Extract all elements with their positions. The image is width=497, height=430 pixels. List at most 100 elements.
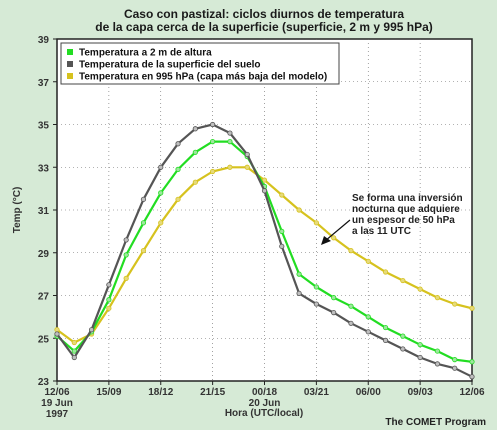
x-tick-label: 09/03 xyxy=(408,387,433,398)
annotation-line: Se forma una inversión xyxy=(352,193,463,204)
y-tick-label: 27 xyxy=(38,292,50,303)
data-point xyxy=(400,277,406,284)
data-point xyxy=(123,237,129,243)
data-point xyxy=(106,282,112,288)
data-point xyxy=(140,196,147,202)
data-point xyxy=(140,220,147,226)
data-point xyxy=(158,190,164,196)
x-tick-label: 18/12 xyxy=(148,387,173,398)
data-point xyxy=(279,228,285,234)
data-point xyxy=(296,290,302,296)
data-point xyxy=(192,126,198,132)
data-point xyxy=(279,243,285,249)
chart-title: Caso con pastizal: ciclos diurnos de tem… xyxy=(95,7,433,34)
y-tick-label: 25 xyxy=(38,334,50,345)
data-point xyxy=(400,346,406,352)
y-tick-label: 31 xyxy=(38,206,50,217)
data-point xyxy=(106,305,112,311)
data-point xyxy=(400,333,406,339)
y-tick-label: 23 xyxy=(38,377,50,388)
data-point xyxy=(469,374,475,380)
legend-entry: Temperatura de la superficie del suelo xyxy=(79,60,261,71)
data-point xyxy=(261,188,268,194)
data-point xyxy=(296,271,302,277)
y-tick-label: 37 xyxy=(38,78,50,89)
data-point xyxy=(417,286,423,292)
annotation-arrowhead xyxy=(321,236,331,245)
data-point xyxy=(434,348,441,354)
annotation-line: nocturna que adquiere xyxy=(352,204,460,215)
data-point xyxy=(313,220,319,226)
data-point xyxy=(382,337,389,343)
data-point xyxy=(71,348,77,354)
data-point xyxy=(469,305,475,311)
data-point xyxy=(175,141,181,147)
data-point xyxy=(210,121,216,128)
chart-title-line: de la capa cerca de la superficie (super… xyxy=(95,20,433,34)
data-point xyxy=(331,295,337,301)
data-point xyxy=(331,235,337,241)
data-point xyxy=(192,149,198,155)
series-group xyxy=(54,121,475,380)
data-point xyxy=(348,320,354,326)
annotation-arrow xyxy=(324,219,351,242)
data-point xyxy=(452,357,458,363)
data-point xyxy=(382,324,389,331)
data-point xyxy=(469,359,475,365)
y-tick-label: 35 xyxy=(38,121,50,132)
data-point xyxy=(210,168,216,175)
data-point xyxy=(365,314,371,320)
data-point xyxy=(313,284,319,290)
data-point xyxy=(244,151,250,158)
data-point xyxy=(54,327,60,333)
series-1 xyxy=(54,139,475,365)
legend-swatch xyxy=(67,61,73,67)
credit-text: The COMET Program xyxy=(385,417,486,428)
y-axis: 23 25 27 29 31 33 35 37 39 xyxy=(38,35,57,388)
data-point xyxy=(54,331,60,337)
annotation-line: un espesor de 50 hPa xyxy=(352,215,455,226)
y-tick-label: 39 xyxy=(38,35,50,46)
data-point xyxy=(331,309,337,316)
x-tick-label: 21/15 xyxy=(200,387,225,398)
y-axis-label: Temp (°C) xyxy=(12,187,23,234)
data-point xyxy=(313,301,319,307)
grid xyxy=(57,39,472,381)
x-tick-label: 03/21 xyxy=(304,387,329,398)
data-point xyxy=(210,139,216,145)
data-point xyxy=(417,354,423,361)
data-point xyxy=(192,179,198,185)
data-point xyxy=(296,207,302,213)
legend-box xyxy=(60,42,340,85)
chart-title-line: Caso con pastizal: ciclos diurnos de tem… xyxy=(124,7,404,21)
x-axis: 12/06 19 Jun 1997 15/09 18/12 21/15 00/18 20 Ju… xyxy=(41,381,485,420)
legend-swatch xyxy=(67,49,73,55)
x-tick-label: 12/06 19 Jun 1997 xyxy=(41,387,73,420)
y-tick-label: 29 xyxy=(38,249,50,260)
data-point xyxy=(158,164,164,170)
data-point xyxy=(452,365,458,371)
x-tick-label: 06/00 xyxy=(356,387,381,398)
x-tick-label: 12/06 xyxy=(459,387,484,398)
x-tick-label: 15/09 xyxy=(96,387,121,398)
data-point xyxy=(452,301,458,307)
annotation-line: a las 11 UTC xyxy=(352,226,411,237)
data-point xyxy=(88,327,95,333)
data-point xyxy=(140,248,147,254)
data-point xyxy=(365,258,371,264)
data-point xyxy=(123,275,129,281)
legend-entry: Temperatura a 2 m de altura xyxy=(79,48,212,59)
y-tick-label: 33 xyxy=(38,163,50,174)
legend-entry: Temperatura en 995 hPa (capa más baja de… xyxy=(79,72,327,83)
data-point xyxy=(434,361,441,367)
data-point xyxy=(227,164,233,170)
data-point xyxy=(348,248,354,254)
data-point xyxy=(261,177,268,183)
data-point xyxy=(158,220,164,226)
series-2 xyxy=(54,121,475,380)
data-point xyxy=(382,269,389,275)
